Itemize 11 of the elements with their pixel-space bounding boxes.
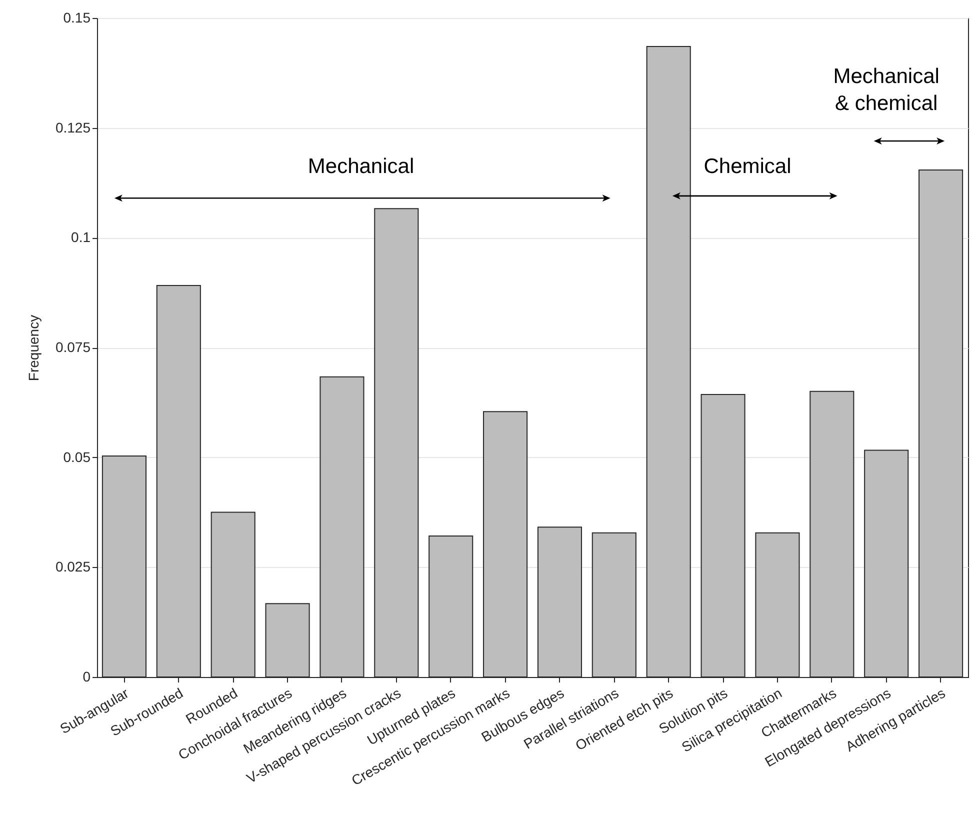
y-tick-label: 0.075	[55, 339, 91, 355]
y-tick-label: 0.1	[71, 229, 91, 246]
y-tick-label: 0.125	[55, 119, 91, 136]
y-tick-label: 0.15	[63, 10, 91, 26]
y-tick-label: 0.05	[63, 448, 91, 465]
annotation: Chemical	[704, 155, 792, 178]
y-tick-label: 0.025	[55, 558, 91, 575]
annotation: Mechanical	[308, 155, 414, 178]
y-tick-label: 0	[82, 668, 91, 684]
y-axis-title: Frequency	[25, 314, 42, 382]
annotation: Mechanical & chemical	[833, 64, 940, 116]
